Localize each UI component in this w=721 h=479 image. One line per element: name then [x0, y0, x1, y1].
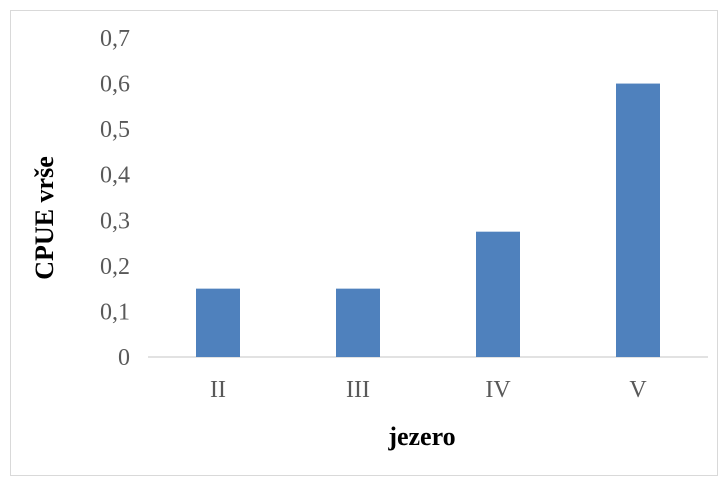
x-tick-label: III [346, 377, 370, 403]
bar-V [616, 83, 660, 358]
bars [196, 83, 660, 358]
x-tick-label: V [629, 377, 647, 403]
y-tick-label: 0 [118, 345, 130, 371]
y-tick-labels: 0 0,1 0,2 0,3 0,4 0,5 0,6 0,7 [100, 26, 130, 371]
x-tick-label: IV [485, 377, 511, 403]
bar-III [336, 288, 380, 357]
bar-II [196, 288, 240, 357]
x-tick-labels: II III IV V [210, 377, 647, 403]
y-tick-label: 0,7 [100, 26, 130, 52]
y-axis-title: CPUE vrše [30, 156, 59, 279]
y-tick-label: 0,5 [100, 117, 130, 143]
y-tick-label: 0,4 [100, 163, 130, 189]
bar-IV [476, 231, 520, 357]
y-tick-label: 0,3 [100, 208, 130, 234]
x-tick-label: II [210, 377, 226, 403]
y-tick-label: 0,2 [100, 254, 130, 280]
y-tick-label: 0,6 [100, 72, 130, 98]
x-axis-title: jezero [387, 422, 455, 451]
chart-frame [10, 10, 718, 476]
y-tick-label: 0,1 [100, 299, 130, 325]
